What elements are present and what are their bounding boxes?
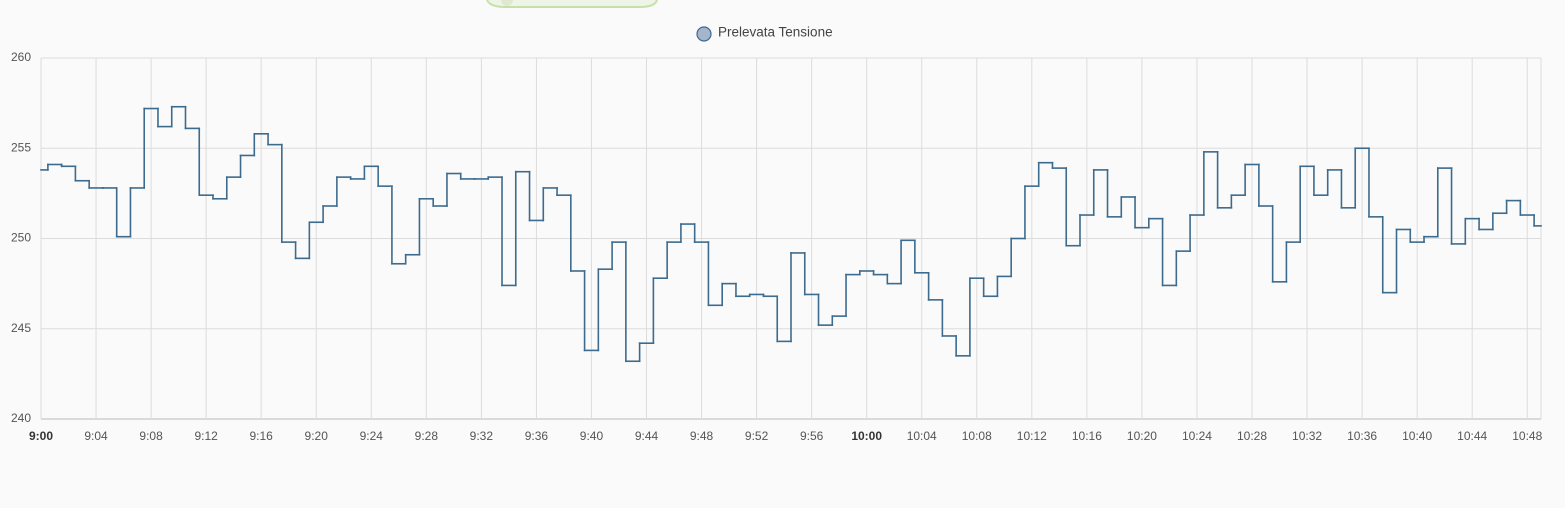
x-tick-label: 9:40	[580, 429, 604, 443]
y-tick-label: 245	[11, 321, 31, 335]
x-tick-label: 10:44	[1457, 429, 1487, 443]
x-tick-label: 9:04	[84, 429, 108, 443]
y-tick-label: 250	[11, 231, 31, 245]
x-tick-label: 10:08	[962, 429, 992, 443]
x-tick-label: 9:16	[250, 429, 274, 443]
toggle-knob	[501, 0, 513, 6]
x-tick-label: 9:00	[29, 429, 53, 443]
x-tick-label: 9:20	[305, 429, 329, 443]
x-tick-label: 10:04	[907, 429, 937, 443]
x-tick-label: 10:12	[1017, 429, 1047, 443]
x-tick-label: 9:56	[800, 429, 824, 443]
x-tick-label: 9:32	[470, 429, 494, 443]
y-tick-label: 260	[11, 50, 31, 64]
y-tick-label: 255	[11, 140, 31, 154]
x-tick-label: 9:48	[690, 429, 714, 443]
x-tick-label: 9:28	[415, 429, 439, 443]
x-tick-label: 10:00	[851, 429, 882, 443]
x-tick-label: 9:52	[745, 429, 769, 443]
x-tick-label: 9:12	[194, 429, 218, 443]
legend-label: Prelevata Tensione	[718, 25, 833, 40]
x-tick-label: 9:44	[635, 429, 659, 443]
x-tick-label: 10:24	[1182, 429, 1212, 443]
toggle-decoration	[486, 0, 658, 8]
legend-marker	[696, 26, 712, 42]
x-tick-label: 10:36	[1347, 429, 1377, 443]
x-tick-label: 9:08	[139, 429, 163, 443]
x-tick-label: 10:40	[1402, 429, 1432, 443]
x-tick-label: 9:36	[525, 429, 549, 443]
x-tick-label: 10:28	[1237, 429, 1267, 443]
x-tick-label: 10:20	[1127, 429, 1157, 443]
x-tick-label: 10:32	[1292, 429, 1322, 443]
x-tick-label: 10:16	[1072, 429, 1102, 443]
y-tick-label: 240	[11, 411, 31, 425]
x-tick-label: 10:48	[1512, 429, 1542, 443]
x-tick-label: 9:24	[360, 429, 384, 443]
